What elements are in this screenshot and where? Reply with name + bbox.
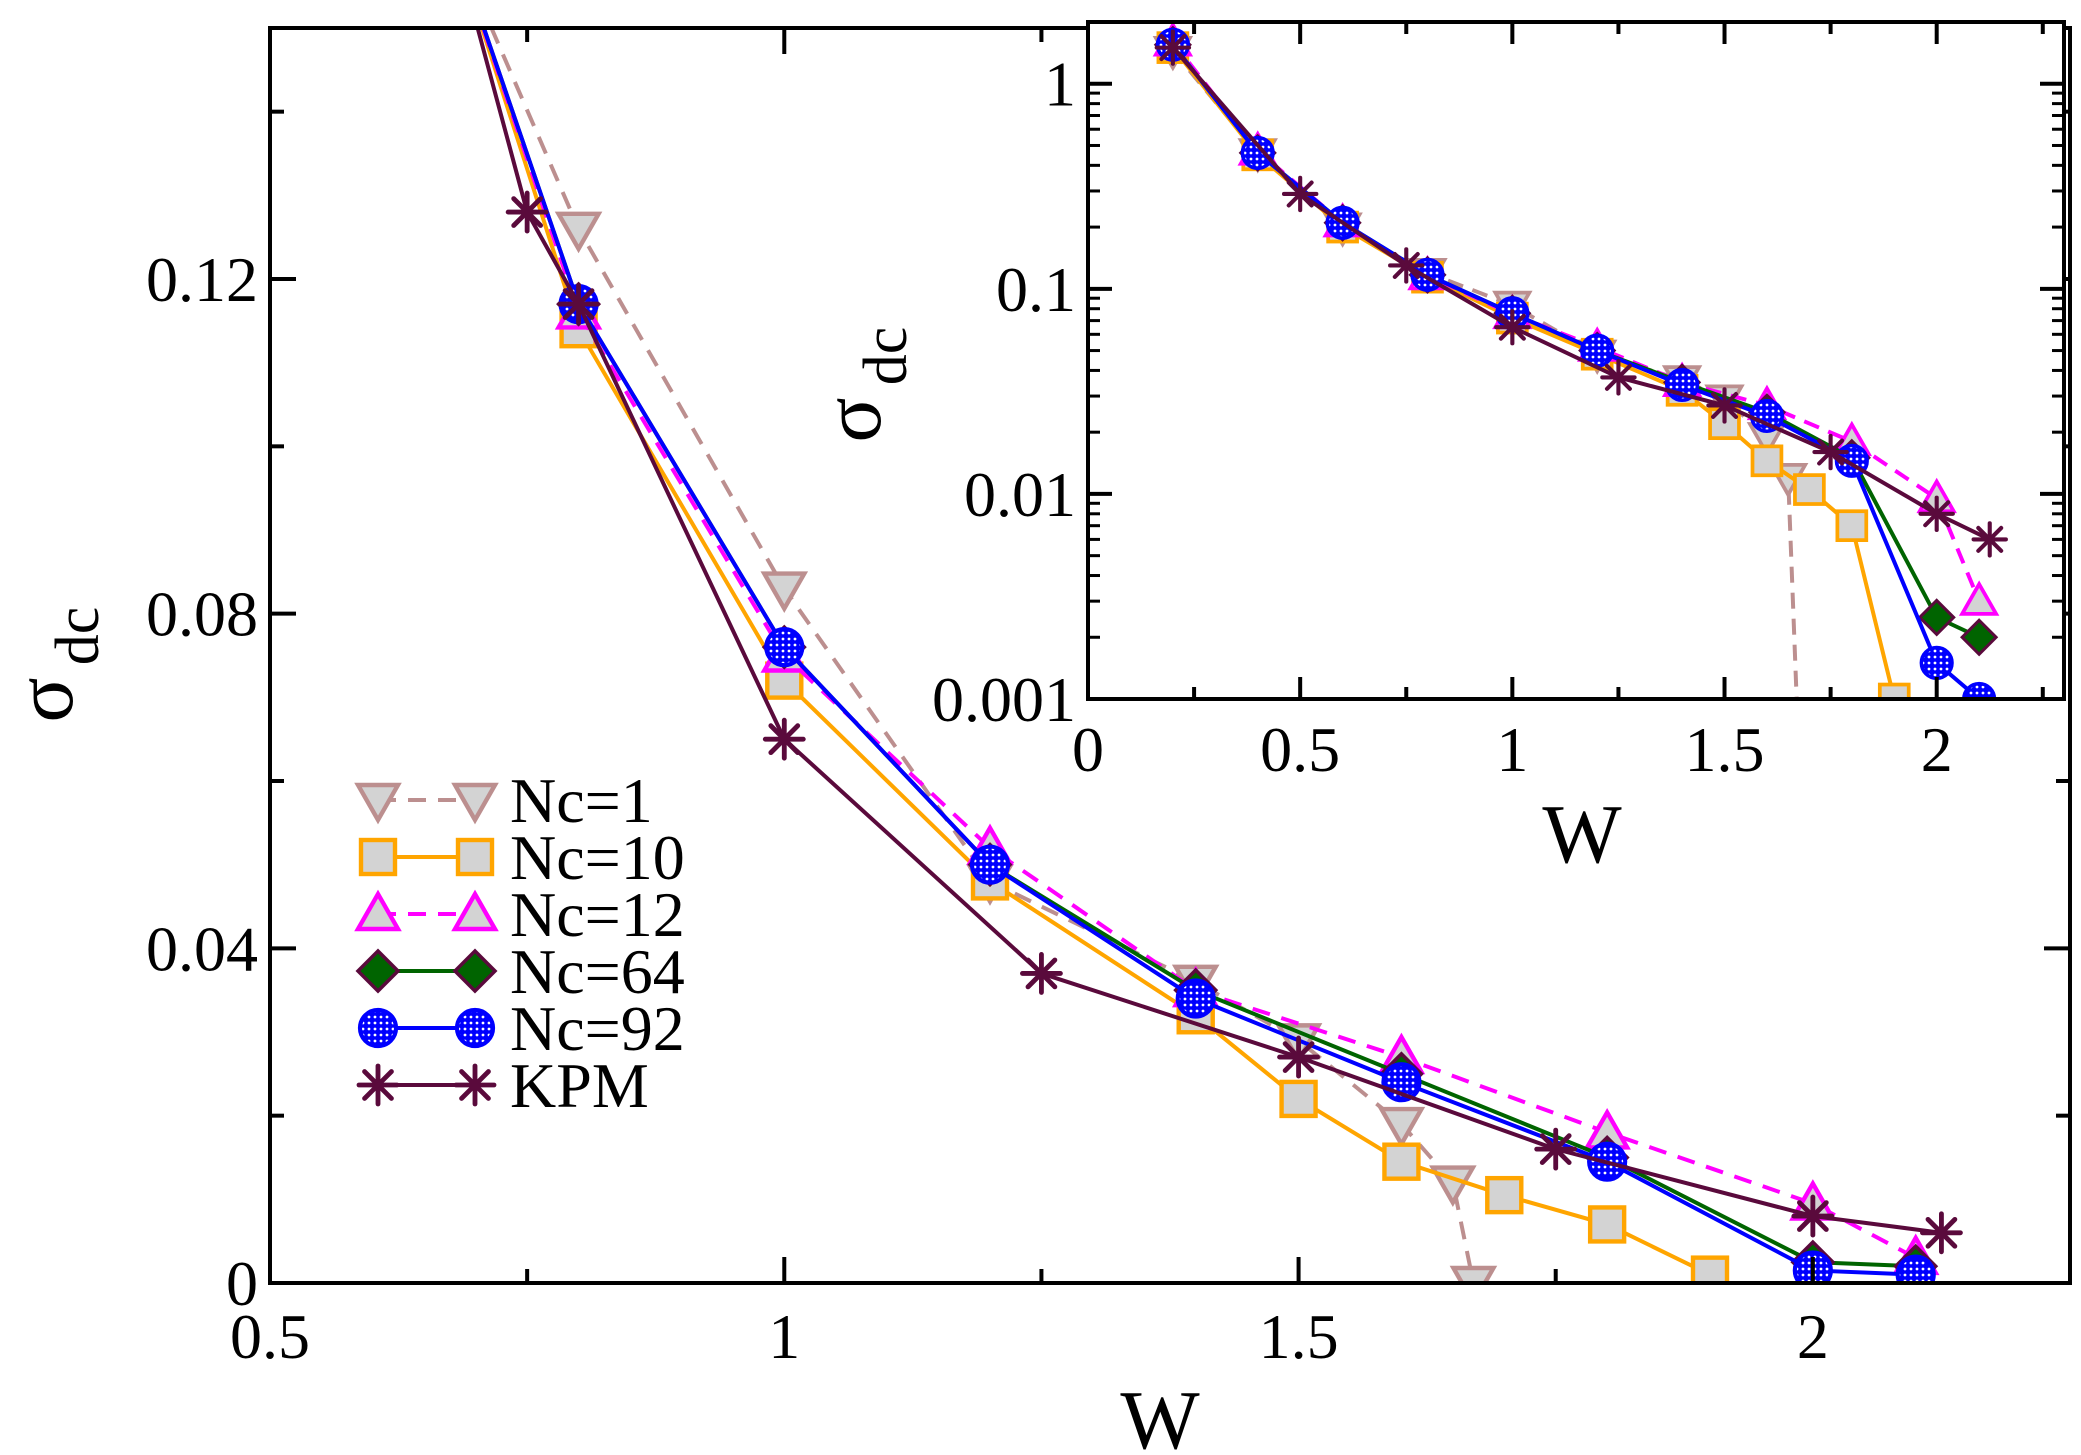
inset-y-axis-label-subscript: dc <box>852 327 920 386</box>
inset-point-kpm <box>1281 175 1319 213</box>
main-point-nc-1 <box>760 571 809 614</box>
legend-marker-nc-92 <box>454 1007 496 1049</box>
inset-x-tick-label: 2 <box>1921 714 1953 785</box>
legend-label-nc-92: Nc=92 <box>510 993 685 1064</box>
main-point-kpm <box>557 282 600 326</box>
main-y-axis-label: σ dc <box>0 607 112 723</box>
main-point-nc-92 <box>764 627 805 668</box>
main-y-tick-label: 0 <box>226 1248 258 1319</box>
inset-point-nc-92 <box>1919 645 1954 680</box>
inset-point-kpm <box>1494 308 1531 346</box>
inset-y-tick-label: 0.01 <box>964 459 1076 530</box>
legend-label-nc-10: Nc=10 <box>510 822 685 893</box>
legend-marker-nc-10 <box>455 837 495 877</box>
main-point-kpm <box>1020 952 1063 995</box>
main-x-axis-label: W <box>1120 1374 1200 1455</box>
inset-point-kpm <box>1971 521 2008 558</box>
inset-x-axis-label: W <box>1542 788 1622 881</box>
inset-point-kpm <box>1918 495 1955 532</box>
main-point-nc-10 <box>1279 1079 1318 1119</box>
inset-chart: 0 0.5 1 1.5 2 0.001 0.01 0.1 1 W σ dc <box>806 20 2066 881</box>
main-y-tick-label: 0.12 <box>146 244 258 315</box>
inset-point-nc-10 <box>1793 473 1826 506</box>
legend-entry-nc-12: Nc=12 <box>354 879 685 950</box>
main-point-nc-1 <box>1449 1265 1498 1283</box>
legend-marker-nc-64 <box>355 948 401 994</box>
inset-x-tick-label: 1.5 <box>1685 714 1765 785</box>
inset-x-tick-label: 1 <box>1496 714 1528 785</box>
main-point-nc-92 <box>1895 1254 1936 1283</box>
main-point-nc-1 <box>554 211 603 254</box>
main-x-tick-label: 1.5 <box>1259 1301 1339 1372</box>
legend-entry-nc-64: Nc=64 <box>355 936 685 1007</box>
inset-series-layer <box>1152 22 2008 699</box>
main-series-layer <box>475 28 1963 1283</box>
legend-marker-nc-1 <box>451 782 499 825</box>
main-series-line-nc-10 <box>479 28 1711 1277</box>
legend-entry-kpm: KPM <box>356 1050 649 1121</box>
legend-label-nc-12: Nc=12 <box>510 879 685 950</box>
inset-point-kpm <box>1600 359 1637 396</box>
inset-point-nc-10 <box>1835 509 1869 543</box>
main-point-nc-1 <box>1377 1106 1426 1149</box>
inset-y-tick-label: 0.1 <box>996 254 1076 325</box>
inset-point-nc-64 <box>1917 598 1956 637</box>
inset-point-nc-92 <box>1240 135 1275 170</box>
main-y-axis-label-symbol: σ <box>0 677 91 722</box>
inset-axis-ticks: 0 0.5 1 1.5 2 0.001 0.01 0.1 1 <box>932 20 2064 785</box>
inset-y-tick-label: 0.001 <box>932 664 1076 735</box>
inset-y-tick-label: 1 <box>1044 49 1076 120</box>
legend-marker-nc-1 <box>354 782 402 825</box>
inset-x-tick-label: 0 <box>1072 714 1104 785</box>
legend-marker-nc-12 <box>451 889 499 932</box>
legend-entry-nc-92: Nc=92 <box>357 993 685 1064</box>
main-point-kpm <box>1277 1035 1320 1079</box>
main-point-kpm <box>505 190 549 234</box>
main-point-nc-92 <box>969 844 1011 885</box>
inset-point-kpm <box>1812 433 1849 471</box>
legend-label-kpm: KPM <box>510 1050 649 1121</box>
inset-y-axis-label: σ dc <box>806 327 920 443</box>
main-point-kpm <box>1920 1211 1963 1255</box>
main-y-axis-label-subscript: dc <box>44 607 112 666</box>
main-point-nc-10 <box>1382 1142 1421 1181</box>
inset-point-kpm <box>1154 29 1192 66</box>
inset-point-kpm <box>1388 247 1425 284</box>
legend-label-nc-64: Nc=64 <box>510 936 685 1007</box>
inset-y-axis-label-symbol: σ <box>806 397 899 442</box>
inset-point-nc-64 <box>1960 618 1999 657</box>
main-point-nc-10 <box>1690 1255 1730 1283</box>
main-x-tick-label: 0.5 <box>230 1301 310 1372</box>
inset-plot-frame <box>1086 20 2066 701</box>
legend-label-nc-1: Nc=1 <box>510 765 653 836</box>
inset-point-kpm <box>1706 387 1743 424</box>
legend-marker-kpm <box>453 1063 497 1107</box>
main-point-nc-92 <box>1381 1062 1422 1103</box>
inset-x-tick-label: 0.5 <box>1260 714 1340 785</box>
main-x-tick-label: 2 <box>1797 1301 1829 1372</box>
main-axis-ticks: 0.5 1 1.5 200.040.080.12 <box>146 28 2070 1372</box>
main-point-kpm <box>1791 1194 1835 1238</box>
main-y-tick-label: 0.04 <box>146 913 258 984</box>
main-point-nc-10 <box>1587 1205 1627 1244</box>
legend-marker-nc-12 <box>354 889 402 932</box>
main-point-kpm <box>1534 1127 1578 1171</box>
inset-point-nc-12 <box>1958 580 2000 616</box>
main-point-kpm <box>762 717 806 761</box>
main-x-tick-label: 1 <box>768 1301 800 1372</box>
legend-marker-nc-10 <box>358 837 398 877</box>
legend-entry-nc-1: Nc=1 <box>354 765 653 836</box>
legend-marker-nc-64 <box>452 948 498 994</box>
main-point-nc-92 <box>1175 978 1216 1019</box>
legend-marker-nc-92 <box>357 1007 399 1049</box>
legend-marker-kpm <box>356 1063 400 1107</box>
main-point-nc-10 <box>1485 1175 1524 1215</box>
legend-entry-nc-10: Nc=10 <box>358 822 685 893</box>
inset-point-nc-10 <box>1750 444 1784 478</box>
inset-point-nc-92 <box>1580 333 1615 368</box>
main-y-tick-label: 0.08 <box>146 579 258 650</box>
